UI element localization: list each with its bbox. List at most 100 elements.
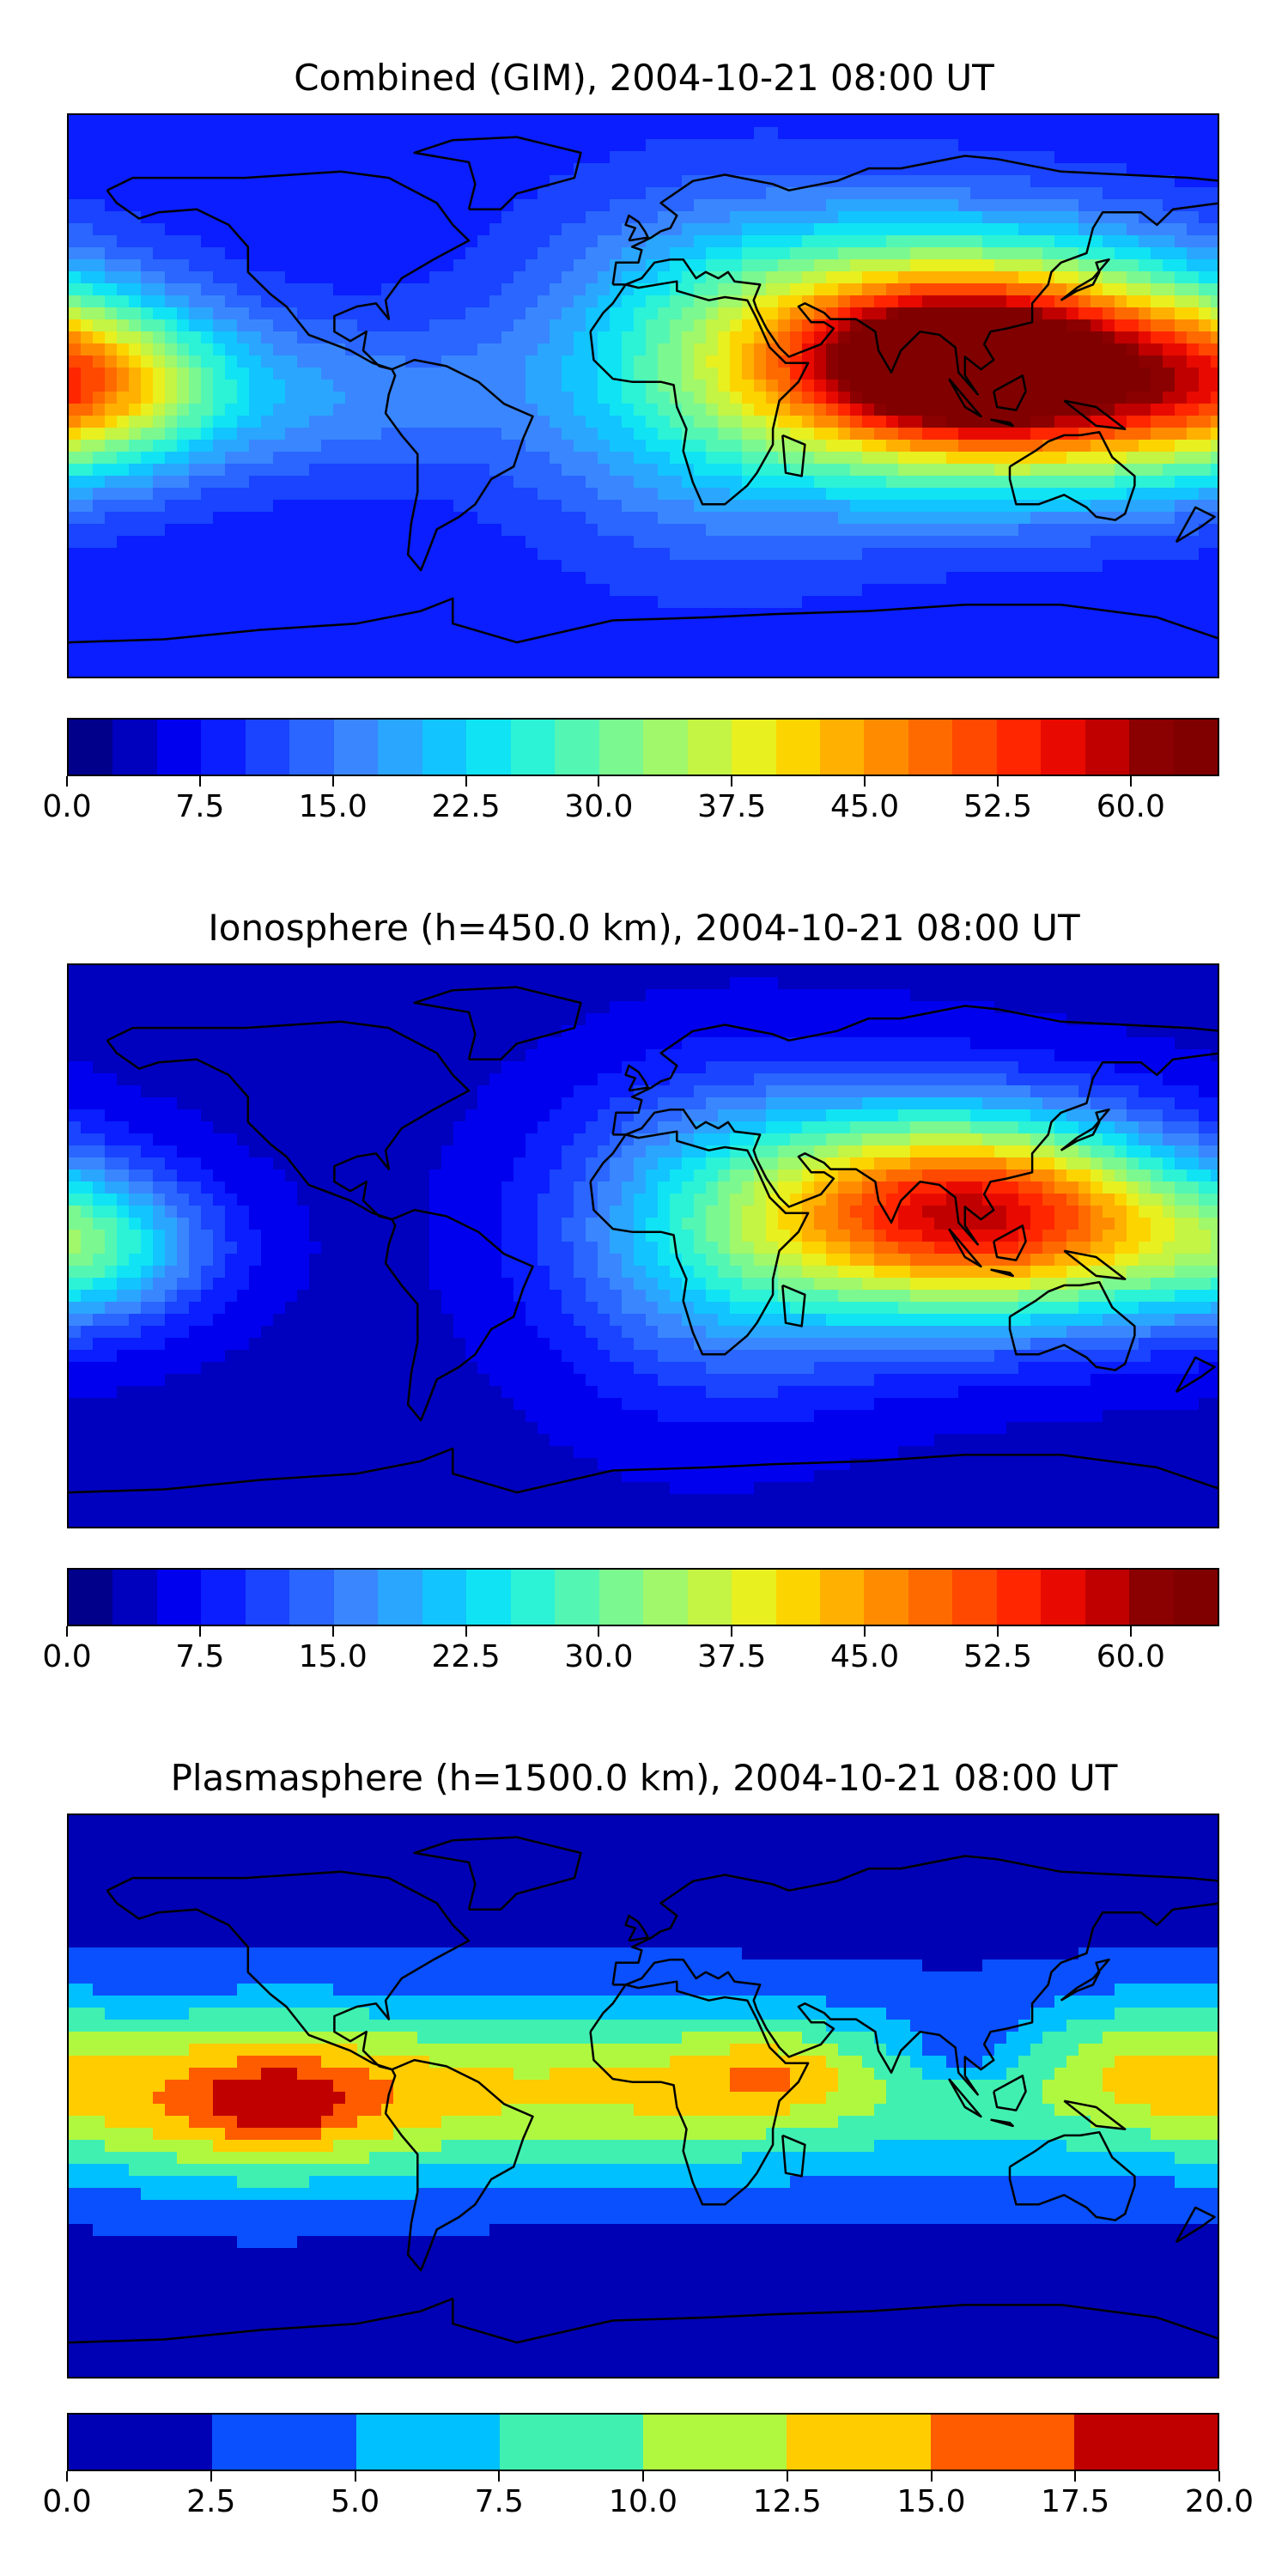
heatmap-cell: [718, 307, 731, 320]
coastline: [948, 378, 982, 418]
heatmap-cell: [1163, 965, 1176, 978]
heatmap-cell: [129, 319, 142, 332]
heatmap-cell: [225, 416, 238, 428]
heatmap-cell: [634, 632, 647, 645]
heatmap-cell: [117, 476, 130, 489]
heatmap-cell: [610, 620, 623, 633]
heatmap-cell: [694, 416, 707, 428]
heatmap-cell: [538, 668, 550, 677]
heatmap-cell: [429, 355, 442, 368]
heatmap-cell: [297, 139, 310, 152]
heatmap-cell: [1018, 151, 1031, 164]
heatmap-cell: [105, 512, 118, 525]
heatmap-cell: [177, 965, 190, 978]
heatmap-cell: [862, 512, 875, 525]
heatmap-cell: [393, 380, 406, 392]
heatmap-cell: [1091, 331, 1103, 344]
heatmap-cell: [766, 211, 779, 224]
heatmap-cell: [225, 977, 238, 990]
heatmap-cell: [345, 271, 358, 284]
heatmap-cell: [513, 223, 526, 236]
heatmap-cell: [1066, 644, 1079, 657]
heatmap-cell: [441, 187, 454, 200]
heatmap-cell: [598, 416, 611, 428]
heatmap-cell: [69, 488, 82, 501]
heatmap-cell: [201, 392, 214, 404]
heatmap-cell: [562, 644, 574, 657]
heatmap-cell: [1006, 211, 1019, 224]
heatmap-cell: [429, 368, 442, 380]
heatmap-cell: [261, 524, 274, 537]
heatmap-cell: [513, 368, 526, 380]
heatmap-cell: [550, 428, 562, 440]
heatmap-cell: [754, 235, 767, 248]
heatmap-cell: [1030, 536, 1043, 549]
heatmap-cell: [1054, 151, 1067, 164]
heatmap-cell: [1211, 416, 1218, 428]
heatmap-cell: [670, 1001, 683, 1014]
heatmap-cell: [333, 572, 346, 585]
heatmap-cell: [1006, 199, 1019, 212]
heatmap-cell: [105, 608, 118, 621]
heatmap-cell: [1175, 331, 1188, 344]
heatmap-cell: [93, 524, 106, 537]
heatmap-cell: [1115, 989, 1127, 1002]
heatmap-cell: [970, 440, 983, 453]
heatmap-cell: [321, 115, 334, 128]
heatmap-cell: [1054, 343, 1067, 356]
heatmap-cell: [862, 476, 875, 489]
heatmap-cell: [742, 416, 755, 428]
heatmap-cell: [153, 488, 166, 501]
heatmap-cell: [598, 965, 611, 978]
heatmap-cell: [417, 620, 430, 633]
heatmap-cell: [1042, 536, 1055, 549]
heatmap-cell: [958, 259, 971, 272]
heatmap-cell: [778, 500, 791, 513]
heatmap-cell: [189, 404, 202, 416]
heatmap-cell: [1163, 307, 1176, 320]
heatmap-cell: [453, 355, 466, 368]
heatmap-cell: [706, 404, 719, 416]
heatmap-cell: [1175, 259, 1188, 272]
heatmap-cell: [958, 428, 971, 440]
heatmap-cell: [453, 247, 466, 260]
heatmap-cell: [694, 127, 707, 140]
heatmap-cell: [153, 977, 166, 990]
heatmap-cell: [441, 259, 454, 272]
heatmap-cell: [417, 247, 430, 260]
heatmap-cell: [1115, 163, 1127, 176]
heatmap-cell: [1139, 115, 1151, 128]
heatmap-cell: [501, 512, 514, 525]
heatmap-cell: [742, 965, 755, 978]
heatmap-cell: [994, 524, 1007, 537]
heatmap-cell: [1066, 524, 1079, 537]
heatmap-cell: [658, 319, 671, 332]
heatmap-cell: [1030, 512, 1043, 525]
heatmap-cell: [982, 319, 995, 332]
heatmap-cell: [766, 163, 779, 176]
heatmap-cell: [1078, 668, 1091, 677]
heatmap-cell: [393, 271, 406, 284]
heatmap-cell: [706, 295, 719, 308]
heatmap-cell: [405, 488, 418, 501]
heatmap-cell: [526, 319, 538, 332]
heatmap-cell: [682, 989, 695, 1002]
heatmap-cell: [129, 307, 142, 320]
heatmap-cell: [1199, 271, 1212, 284]
heatmap-cell: [1199, 977, 1212, 990]
heatmap-cell: [1187, 512, 1200, 525]
heatmap-cell: [946, 392, 959, 404]
heatmap-cell: [1139, 139, 1151, 152]
heatmap-cell: [213, 512, 226, 525]
heatmap-cell: [862, 175, 875, 188]
heatmap-cell: [1187, 115, 1200, 128]
heatmap-cell: [1151, 247, 1163, 260]
heatmap-cell: [1103, 476, 1115, 489]
heatmap-cell: [562, 115, 574, 128]
heatmap-cell: [1115, 668, 1127, 677]
heatmap-cell: [994, 175, 1007, 188]
heatmap-cell: [766, 283, 779, 296]
heatmap-cell: [694, 656, 707, 669]
heatmap-cell: [1175, 965, 1188, 978]
heatmap-cell: [874, 223, 887, 236]
